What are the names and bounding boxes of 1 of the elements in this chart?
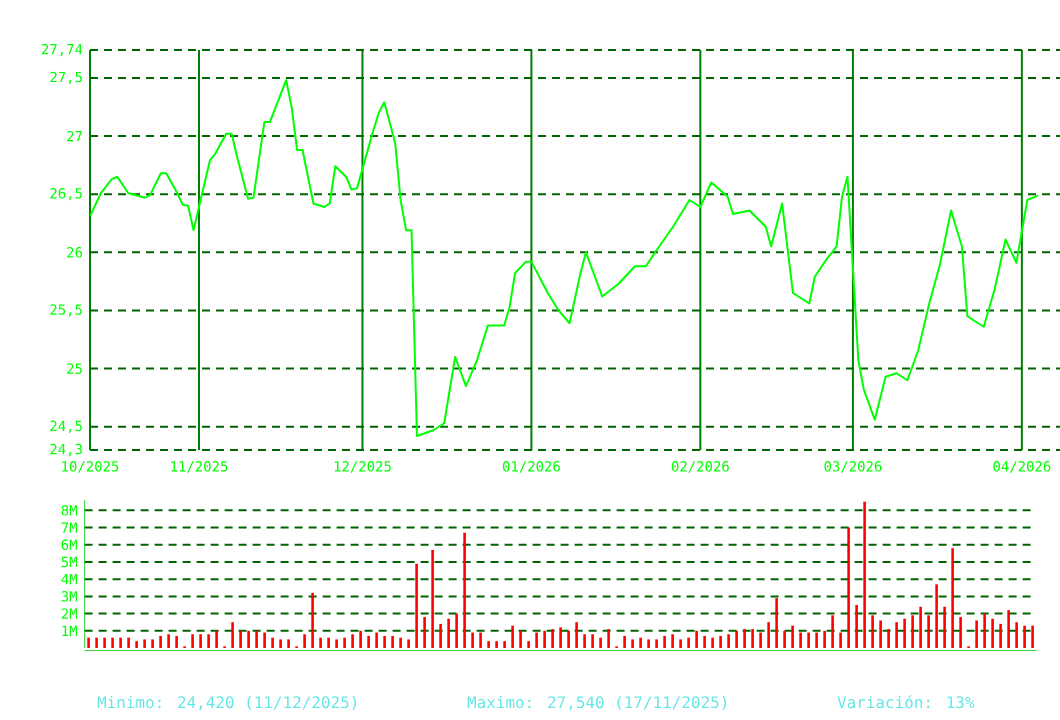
line-series	[90, 79, 1040, 438]
